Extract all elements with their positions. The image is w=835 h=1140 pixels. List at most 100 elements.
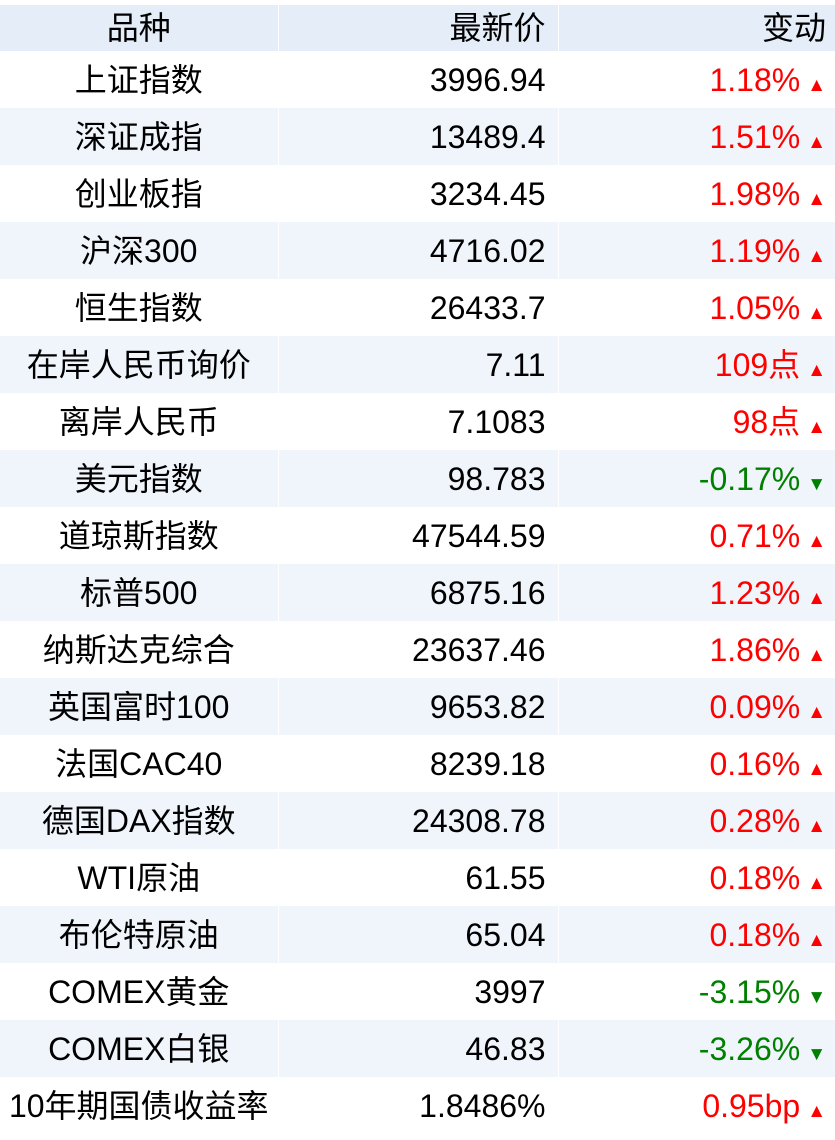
table-row: 布伦特原油 65.04 0.18% ▲ xyxy=(0,906,835,963)
latest-price-value: 23637.46 xyxy=(278,621,559,678)
market-quotes-table: 品种 最新价 变动 上证指数 3996.94 1.18% ▲ 深证成指 13489… xyxy=(0,5,835,1134)
table-row: 美元指数 98.783 -0.17% ▼ xyxy=(0,450,835,507)
change-value: -3.26% xyxy=(698,1030,801,1067)
up-triangle-icon: ▲ xyxy=(807,245,826,267)
change-cell: 1.98% ▲ xyxy=(558,165,835,222)
down-triangle-icon: ▼ xyxy=(807,1043,826,1065)
change-cell: 0.18% ▲ xyxy=(558,849,835,906)
table-row: 英国富时100 9653.82 0.09% ▲ xyxy=(0,678,835,735)
change-value: 0.18% xyxy=(709,916,801,953)
change-cell: 0.71% ▲ xyxy=(558,507,835,564)
latest-price-value: 26433.7 xyxy=(278,279,559,336)
change-value: 0.28% xyxy=(709,802,801,839)
up-triangle-icon: ▲ xyxy=(807,74,826,96)
latest-price-value: 61.55 xyxy=(278,849,559,906)
up-triangle-icon: ▲ xyxy=(807,701,826,723)
instrument-name: 美元指数 xyxy=(0,450,279,507)
change-value: 1.98% xyxy=(709,175,801,212)
change-cell: -0.17% ▼ xyxy=(558,450,835,507)
table-row: 标普500 6875.16 1.23% ▲ xyxy=(0,564,835,621)
change-cell: 0.18% ▲ xyxy=(558,906,835,963)
instrument-name: 在岸人民币询价 xyxy=(0,336,279,393)
latest-price-value: 7.11 xyxy=(278,336,559,393)
latest-price-value: 7.1083 xyxy=(278,393,559,450)
up-triangle-icon: ▲ xyxy=(807,758,826,780)
instrument-name: 英国富时100 xyxy=(0,678,279,735)
table-row: 深证成指 13489.4 1.51% ▲ xyxy=(0,108,835,165)
change-value: 1.86% xyxy=(709,631,801,668)
down-triangle-icon: ▼ xyxy=(807,986,826,1008)
change-cell: 0.09% ▲ xyxy=(558,678,835,735)
change-value: 0.71% xyxy=(709,517,801,554)
change-cell: 0.16% ▲ xyxy=(558,735,835,792)
latest-price-value: 13489.4 xyxy=(278,108,559,165)
table-row: 离岸人民币 7.1083 98点 ▲ xyxy=(0,393,835,450)
table-body: 上证指数 3996.94 1.18% ▲ 深证成指 13489.4 1.51% ▲ … xyxy=(0,51,835,1134)
change-cell: 1.05% ▲ xyxy=(558,279,835,336)
change-cell: 1.18% ▲ xyxy=(558,51,835,108)
change-value: -3.15% xyxy=(698,973,801,1010)
table-row: 德国DAX指数 24308.78 0.28% ▲ xyxy=(0,792,835,849)
change-value: 0.16% xyxy=(709,745,801,782)
up-triangle-icon: ▲ xyxy=(807,359,826,381)
latest-price-value: 47544.59 xyxy=(278,507,559,564)
column-header-instrument: 品种 xyxy=(0,5,279,51)
table-row: 上证指数 3996.94 1.18% ▲ xyxy=(0,51,835,108)
up-triangle-icon: ▲ xyxy=(807,644,826,666)
instrument-name: 德国DAX指数 xyxy=(0,792,279,849)
change-cell: -3.15% ▼ xyxy=(558,963,835,1020)
instrument-name: 标普500 xyxy=(0,564,279,621)
change-value: 1.05% xyxy=(709,289,801,326)
up-triangle-icon: ▲ xyxy=(807,929,826,951)
change-value: 109点 xyxy=(714,346,801,383)
change-cell: 109点 ▲ xyxy=(558,336,835,393)
latest-price-value: 3996.94 xyxy=(278,51,559,108)
up-triangle-icon: ▲ xyxy=(807,416,826,438)
instrument-name: COMEX黄金 xyxy=(0,963,279,1020)
table-row: COMEX黄金 3997 -3.15% ▼ xyxy=(0,963,835,1020)
change-value: 0.09% xyxy=(709,688,801,725)
change-value: -0.17% xyxy=(698,460,801,497)
latest-price-value: 9653.82 xyxy=(278,678,559,735)
up-triangle-icon: ▲ xyxy=(807,872,826,894)
change-value: 1.19% xyxy=(709,232,801,269)
table-row: 沪深300 4716.02 1.19% ▲ xyxy=(0,222,835,279)
latest-price-value: 3234.45 xyxy=(278,165,559,222)
latest-price-value: 1.8486% xyxy=(278,1077,559,1134)
change-value: 0.95bp xyxy=(702,1087,801,1124)
column-header-change: 变动 xyxy=(761,10,826,46)
latest-price-value: 3997 xyxy=(278,963,559,1020)
table-row: COMEX白银 46.83 -3.26% ▼ xyxy=(0,1020,835,1077)
change-cell: 0.28% ▲ xyxy=(558,792,835,849)
table-row: WTI原油 61.55 0.18% ▲ xyxy=(0,849,835,906)
up-triangle-icon: ▲ xyxy=(807,302,826,324)
latest-price-value: 46.83 xyxy=(278,1020,559,1077)
change-cell: 1.86% ▲ xyxy=(558,621,835,678)
instrument-name: 深证成指 xyxy=(0,108,279,165)
table-row: 10年期国债收益率 1.8486% 0.95bp ▲ xyxy=(0,1077,835,1134)
latest-price-value: 8239.18 xyxy=(278,735,559,792)
change-cell: -3.26% ▼ xyxy=(558,1020,835,1077)
latest-price-value: 24308.78 xyxy=(278,792,559,849)
latest-price-value: 65.04 xyxy=(278,906,559,963)
down-triangle-icon: ▼ xyxy=(807,473,826,495)
up-triangle-icon: ▲ xyxy=(807,587,826,609)
instrument-name: 创业板指 xyxy=(0,165,279,222)
up-triangle-icon: ▲ xyxy=(807,815,826,837)
change-cell: 1.19% ▲ xyxy=(558,222,835,279)
table-row: 道琼斯指数 47544.59 0.71% ▲ xyxy=(0,507,835,564)
latest-price-value: 98.783 xyxy=(278,450,559,507)
instrument-name: WTI原油 xyxy=(0,849,279,906)
table-row: 法国CAC40 8239.18 0.16% ▲ xyxy=(0,735,835,792)
table-header: 品种 最新价 变动 xyxy=(0,5,835,51)
table-row: 创业板指 3234.45 1.98% ▲ xyxy=(0,165,835,222)
change-cell: 1.23% ▲ xyxy=(558,564,835,621)
table-row: 纳斯达克综合 23637.46 1.86% ▲ xyxy=(0,621,835,678)
change-value: 0.18% xyxy=(709,859,801,896)
change-value: 1.51% xyxy=(709,118,801,155)
instrument-name: 法国CAC40 xyxy=(0,735,279,792)
latest-price-value: 6875.16 xyxy=(278,564,559,621)
up-triangle-icon: ▲ xyxy=(807,188,826,210)
instrument-name: 10年期国债收益率 xyxy=(0,1077,279,1134)
instrument-name: 纳斯达克综合 xyxy=(0,621,279,678)
